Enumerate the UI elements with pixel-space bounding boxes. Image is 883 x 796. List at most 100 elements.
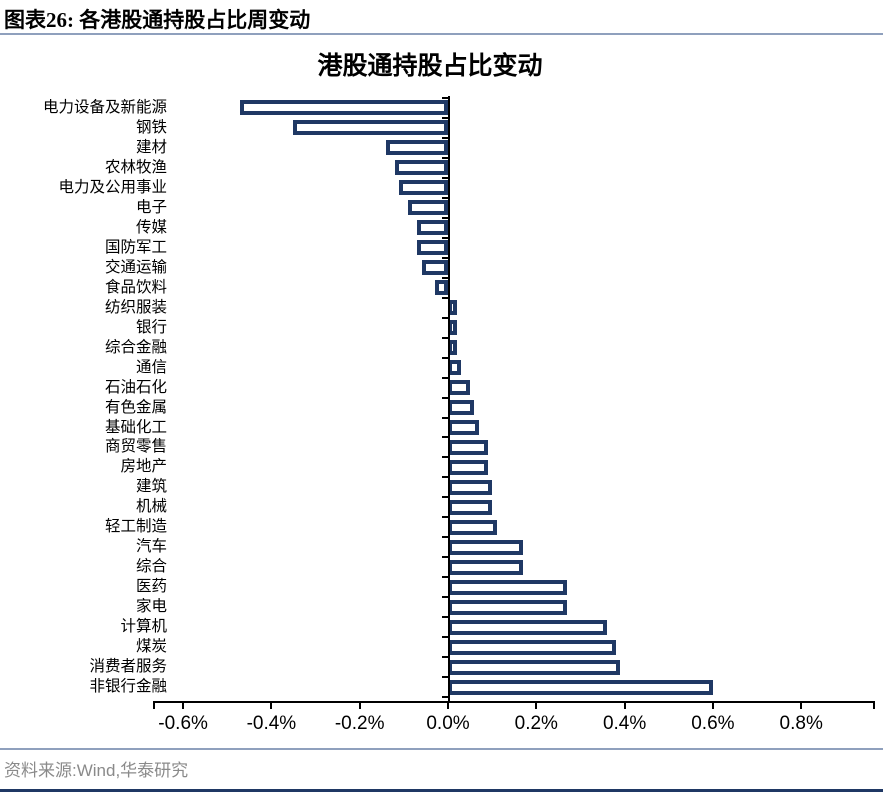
category-label: 银行 (135, 318, 167, 336)
bar (386, 140, 448, 156)
category-tick (442, 416, 450, 419)
bar (448, 459, 488, 475)
bar (408, 200, 448, 216)
category-label: 家电 (135, 598, 167, 616)
x-axis-tick-label: 0.8% (779, 713, 823, 734)
chart-title: 港股通持股占比变动 (317, 53, 543, 80)
x-axis-tick (358, 701, 361, 709)
bar (448, 360, 462, 376)
category-tick (442, 256, 450, 259)
category-tick (442, 176, 450, 179)
bar (399, 180, 448, 196)
category-tick (442, 136, 450, 139)
category-tick (442, 97, 450, 99)
category-label: 交通运输 (104, 258, 167, 276)
bar (448, 559, 524, 575)
x-axis-tick (711, 701, 714, 709)
category-tick (442, 436, 450, 439)
category-tick (442, 316, 450, 319)
bar (448, 679, 713, 695)
x-axis-tick-label: 0.4% (602, 713, 647, 734)
category-tick (442, 576, 450, 579)
category-tick (442, 156, 450, 159)
category-tick (442, 656, 450, 659)
x-axis-tick (447, 701, 449, 709)
category-label: 综合金融 (104, 338, 167, 356)
category-label: 通信 (135, 358, 167, 376)
bar (448, 499, 493, 515)
category-tick (442, 116, 450, 119)
x-axis-tick (800, 701, 803, 709)
bar (293, 120, 448, 136)
bar (395, 160, 448, 176)
x-axis-tick (623, 701, 626, 709)
bar (448, 439, 488, 455)
category-label: 电力及公用事业 (58, 178, 167, 196)
source-divider (0, 748, 883, 750)
category-label: 农林牧渔 (104, 158, 167, 176)
category-label: 电力设备及新能源 (42, 98, 167, 116)
bar (448, 639, 616, 655)
bar (448, 619, 607, 635)
bar (421, 260, 448, 276)
x-axis-line (153, 701, 873, 703)
category-label: 建筑 (135, 478, 167, 496)
bar (448, 380, 471, 396)
category-tick (442, 276, 450, 279)
category-tick (442, 616, 450, 619)
category-label: 计算机 (120, 618, 167, 636)
bar (448, 599, 568, 615)
category-tick (442, 476, 450, 479)
category-label: 轻工制造 (104, 518, 167, 536)
x-axis-tick-label: 0.0% (426, 713, 470, 734)
x-axis-tick (270, 701, 273, 709)
category-tick (442, 456, 450, 459)
category-tick (442, 556, 450, 559)
bar (240, 100, 448, 116)
x-axis-tick-label: -0.2% (334, 713, 385, 734)
x-axis-tick (182, 701, 185, 709)
category-label: 综合 (135, 558, 167, 576)
bar (448, 519, 497, 535)
category-tick (442, 636, 450, 639)
bottom-border (0, 789, 883, 792)
category-tick (442, 216, 450, 219)
bar (434, 280, 448, 296)
category-tick (442, 676, 450, 679)
category-label: 非银行金融 (89, 678, 167, 696)
header-divider (0, 33, 883, 35)
category-label: 煤炭 (135, 638, 167, 656)
category-tick (442, 296, 450, 299)
x-axis-tick (535, 701, 538, 709)
category-tick (442, 696, 450, 699)
category-label: 医药 (135, 578, 167, 596)
source-note: 资料来源:Wind,华泰研究 (4, 761, 189, 780)
bar (448, 539, 524, 555)
category-tick (442, 596, 450, 599)
category-tick (442, 336, 450, 339)
x-axis-tick-label: 0.2% (514, 713, 558, 734)
bar (448, 420, 479, 435)
x-axis-tick-label: 0.6% (691, 713, 735, 734)
category-label: 食品饮料 (104, 278, 167, 296)
category-label: 汽车 (135, 538, 167, 556)
category-label: 纺织服装 (104, 298, 167, 316)
category-label: 石油石化 (104, 378, 167, 396)
x-axis-endcap (873, 701, 875, 709)
category-label: 消费者服务 (89, 658, 167, 676)
category-tick (442, 496, 450, 499)
category-tick (442, 536, 450, 539)
bar (448, 579, 568, 595)
bar (448, 400, 475, 416)
category-tick (442, 356, 450, 359)
category-tick (442, 516, 450, 519)
category-label: 房地产 (120, 458, 167, 476)
category-label: 有色金属 (104, 398, 167, 416)
category-tick (442, 236, 450, 239)
category-label: 钢铁 (135, 118, 167, 136)
x-axis-tick-label: -0.4% (246, 713, 297, 734)
category-label: 国防军工 (104, 238, 167, 256)
bar (417, 240, 448, 256)
category-tick (442, 396, 450, 399)
category-label: 商贸零售 (104, 438, 167, 456)
